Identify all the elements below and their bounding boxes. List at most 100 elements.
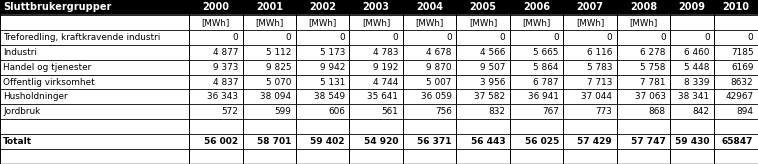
Text: 7 713: 7 713	[587, 78, 612, 86]
Text: 56 025: 56 025	[525, 137, 559, 146]
Text: Handel og tjenester: Handel og tjenester	[3, 63, 91, 72]
Bar	[0, 60, 758, 75]
Text: 0: 0	[233, 33, 238, 42]
Text: [MWh]: [MWh]	[629, 18, 658, 27]
Text: 0: 0	[553, 33, 559, 42]
Text: 36 941: 36 941	[528, 92, 559, 101]
Text: 2007: 2007	[577, 2, 603, 12]
Text: 58 701: 58 701	[257, 137, 292, 146]
Text: Offentlig virksomhet: Offentlig virksomhet	[3, 78, 95, 86]
Text: 35 641: 35 641	[368, 92, 399, 101]
Bar	[0, 149, 758, 164]
Text: 5 112: 5 112	[266, 48, 292, 57]
Text: 38 341: 38 341	[678, 92, 709, 101]
Text: 5 864: 5 864	[534, 63, 559, 72]
Text: 0: 0	[500, 33, 506, 42]
Text: 4 783: 4 783	[373, 48, 399, 57]
Text: 6 116: 6 116	[587, 48, 612, 57]
Text: 842: 842	[693, 107, 709, 116]
Text: 0: 0	[286, 33, 292, 42]
Text: 6 278: 6 278	[641, 48, 666, 57]
Text: 9 373: 9 373	[213, 63, 238, 72]
Text: 0: 0	[660, 33, 666, 42]
Text: Jordbruk: Jordbruk	[3, 107, 40, 116]
Bar	[0, 45, 758, 60]
Text: 9 942: 9 942	[320, 63, 345, 72]
Text: 6 460: 6 460	[684, 48, 709, 57]
Text: 9 192: 9 192	[373, 63, 399, 72]
Text: Sluttbrukergrupper: Sluttbrukergrupper	[3, 2, 111, 12]
Text: 4 678: 4 678	[426, 48, 452, 57]
Text: 2001: 2001	[255, 2, 283, 12]
Text: [MWh]: [MWh]	[415, 18, 443, 27]
Text: 2008: 2008	[630, 2, 657, 12]
Text: 4 566: 4 566	[480, 48, 506, 57]
Text: Husholdninger: Husholdninger	[3, 92, 67, 101]
Bar	[0, 134, 758, 149]
Bar	[0, 89, 758, 104]
Text: 756: 756	[435, 107, 452, 116]
Text: 59 430: 59 430	[675, 137, 709, 146]
Text: 54 920: 54 920	[364, 137, 399, 146]
Text: [MWh]: [MWh]	[522, 18, 551, 27]
Bar	[0, 75, 758, 89]
Text: 5 783: 5 783	[587, 63, 612, 72]
Text: 8632: 8632	[731, 78, 753, 86]
Text: 5 665: 5 665	[534, 48, 559, 57]
Bar	[0, 30, 758, 45]
Text: 2009: 2009	[678, 2, 706, 12]
Text: 37 063: 37 063	[634, 92, 666, 101]
Text: 0: 0	[393, 33, 399, 42]
Text: 2000: 2000	[202, 2, 230, 12]
Text: [MWh]: [MWh]	[576, 18, 604, 27]
Text: 9 507: 9 507	[480, 63, 506, 72]
Text: 2005: 2005	[470, 2, 496, 12]
Text: 36 343: 36 343	[207, 92, 238, 101]
Text: 4 837: 4 837	[212, 78, 238, 86]
Bar	[0, 104, 758, 119]
Text: 56 002: 56 002	[204, 137, 238, 146]
Text: 56 443: 56 443	[471, 137, 506, 146]
Text: 65847: 65847	[722, 137, 753, 146]
Bar	[0, 119, 758, 134]
Text: 5 007: 5 007	[427, 78, 452, 86]
Text: [MWh]: [MWh]	[362, 18, 390, 27]
Text: 868: 868	[649, 107, 666, 116]
Bar	[0, 0, 758, 15]
Text: 0: 0	[340, 33, 345, 42]
Text: 0: 0	[606, 33, 612, 42]
Text: 8 339: 8 339	[684, 78, 709, 86]
Text: 56 371: 56 371	[418, 137, 452, 146]
Text: 5 070: 5 070	[266, 78, 292, 86]
Text: 5 173: 5 173	[320, 48, 345, 57]
Text: 57 429: 57 429	[578, 137, 612, 146]
Text: 4 877: 4 877	[212, 48, 238, 57]
Text: 42967: 42967	[725, 92, 753, 101]
Text: 0: 0	[704, 33, 709, 42]
Text: 3 956: 3 956	[480, 78, 506, 86]
Text: 37 582: 37 582	[475, 92, 506, 101]
Text: 37 044: 37 044	[581, 92, 612, 101]
Text: 6 787: 6 787	[534, 78, 559, 86]
Text: 6169: 6169	[731, 63, 753, 72]
Text: 572: 572	[221, 107, 238, 116]
Text: 599: 599	[274, 107, 292, 116]
Bar	[0, 15, 758, 30]
Text: Industri: Industri	[3, 48, 37, 57]
Text: Treforedling, kraftkravende industri: Treforedling, kraftkravende industri	[3, 33, 160, 42]
Text: 2002: 2002	[309, 2, 337, 12]
Text: 894: 894	[737, 107, 753, 116]
Text: [MWh]: [MWh]	[255, 18, 283, 27]
Text: 38 549: 38 549	[314, 92, 345, 101]
Text: 9 825: 9 825	[266, 63, 292, 72]
Text: Totalt: Totalt	[3, 137, 32, 146]
Text: 7 781: 7 781	[641, 78, 666, 86]
Text: 57 747: 57 747	[631, 137, 666, 146]
Text: 5 448: 5 448	[684, 63, 709, 72]
Text: 9 870: 9 870	[426, 63, 452, 72]
Text: 2010: 2010	[722, 2, 750, 12]
Text: 38 094: 38 094	[260, 92, 292, 101]
Text: 5 758: 5 758	[641, 63, 666, 72]
Text: 5 131: 5 131	[320, 78, 345, 86]
Text: [MWh]: [MWh]	[309, 18, 337, 27]
